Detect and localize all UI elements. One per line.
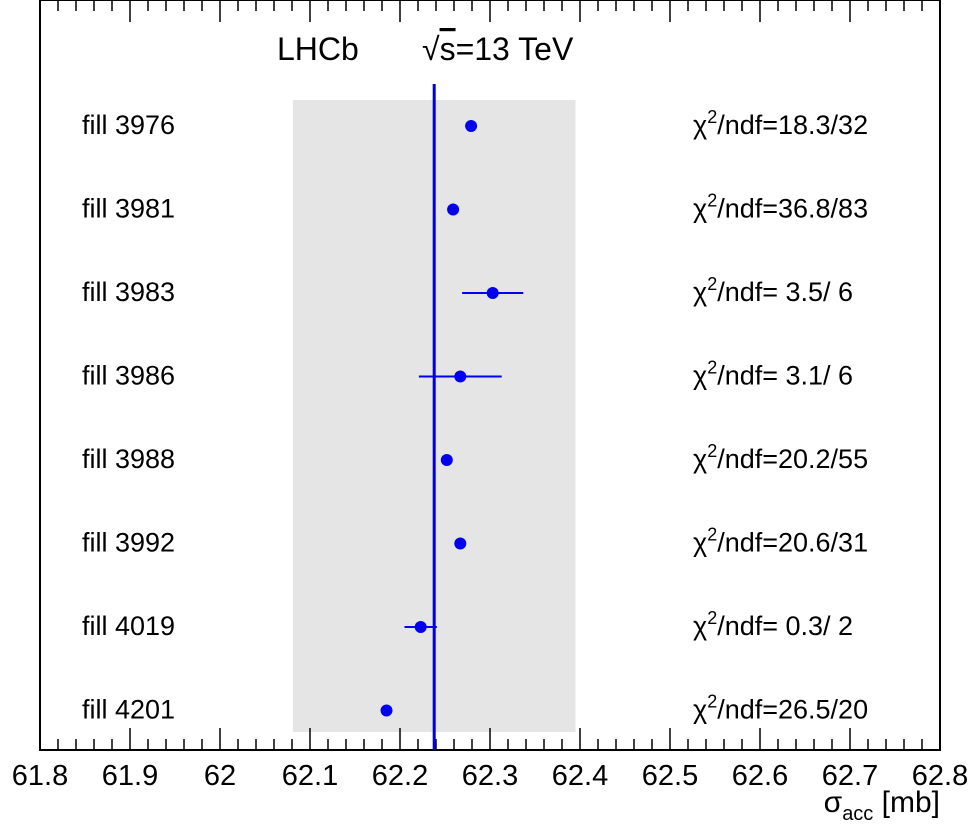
chi2-symbol: χ — [693, 528, 707, 558]
chi2-symbol: χ — [693, 277, 707, 307]
chi2-symbol: χ — [693, 611, 707, 641]
chi2-value: /ndf= 0.3/ 2 — [717, 611, 853, 641]
fill-label: fill 4019 — [82, 611, 175, 641]
chi2-superscript: 2 — [707, 107, 717, 127]
data-point — [380, 704, 393, 717]
chi2-superscript: 2 — [707, 191, 717, 211]
x-tick-label: 62.7 — [822, 760, 878, 792]
data-point — [447, 203, 460, 216]
chi2-label: χ2/ndf=36.8/83 — [693, 191, 868, 224]
chi2-superscript: 2 — [707, 441, 717, 461]
x-tick-label: 61.9 — [102, 760, 158, 792]
fill-label: fill 3981 — [82, 194, 175, 224]
chi2-label: χ2/ndf=18.3/32 — [693, 107, 868, 140]
x-tick-label: 62.1 — [282, 760, 338, 792]
chi2-symbol: χ — [693, 110, 707, 140]
fill-label: fill 4201 — [82, 695, 175, 725]
chi2-value: /ndf=20.6/31 — [717, 528, 868, 558]
data-point — [486, 287, 499, 299]
x-tick-label: 62.6 — [732, 760, 788, 792]
data-point — [414, 621, 427, 633]
x-tick-label: 62.3 — [462, 760, 518, 792]
x-tick-label: 62 — [204, 760, 236, 792]
data-point — [454, 370, 467, 383]
chi2-value: /ndf= 3.5/ 6 — [717, 277, 853, 307]
chi2-superscript: 2 — [707, 608, 717, 628]
fill-label: fill 3983 — [82, 277, 175, 307]
fill-label: fill 3988 — [82, 444, 175, 474]
x-tick-label: 62.8 — [912, 760, 968, 792]
x-tick-label: 62.4 — [552, 760, 608, 792]
chi2-value: /ndf=18.3/32 — [717, 110, 868, 140]
chi2-value: /ndf=26.5/20 — [717, 695, 868, 725]
chi2-symbol: χ — [693, 695, 707, 725]
chi2-label: χ2/ndf=26.5/20 — [693, 692, 868, 725]
data-point — [440, 454, 453, 466]
chi2-label: χ2/ndf=20.2/55 — [693, 441, 868, 474]
chi2-value: /ndf=20.2/55 — [717, 444, 868, 474]
fill-label: fill 3986 — [82, 361, 175, 391]
chi2-label: χ2/ndf= 0.3/ 2 — [693, 608, 853, 641]
data-point — [465, 120, 478, 132]
chi2-superscript: 2 — [707, 358, 717, 378]
chi2-value: /ndf=36.8/83 — [717, 194, 868, 224]
x-axis-title: σacc [mb] — [824, 786, 940, 825]
chi2-superscript: 2 — [707, 692, 717, 712]
chi2-symbol: χ — [693, 194, 707, 224]
chi2-label: χ2/ndf= 3.1/ 6 — [693, 358, 853, 391]
chi2-value: /ndf= 3.1/ 6 — [717, 361, 853, 391]
chart-title: LHCb — [277, 31, 359, 67]
x-tick-label: 62.2 — [372, 760, 428, 792]
chi2-label: χ2/ndf= 3.5/ 6 — [693, 274, 853, 307]
fill-label: fill 3992 — [82, 528, 175, 558]
chi2-superscript: 2 — [707, 525, 717, 545]
chi2-symbol: χ — [693, 444, 707, 474]
chi2-superscript: 2 — [707, 274, 717, 294]
x-tick-label: 62.5 — [642, 760, 698, 792]
chi2-label: χ2/ndf=20.6/31 — [693, 525, 868, 558]
data-point — [454, 537, 467, 550]
x-tick-label: 61.8 — [12, 760, 68, 792]
fill-label: fill 3976 — [82, 110, 175, 140]
chi2-symbol: χ — [693, 361, 707, 391]
energy-label: √s=13 TeV — [422, 31, 574, 67]
